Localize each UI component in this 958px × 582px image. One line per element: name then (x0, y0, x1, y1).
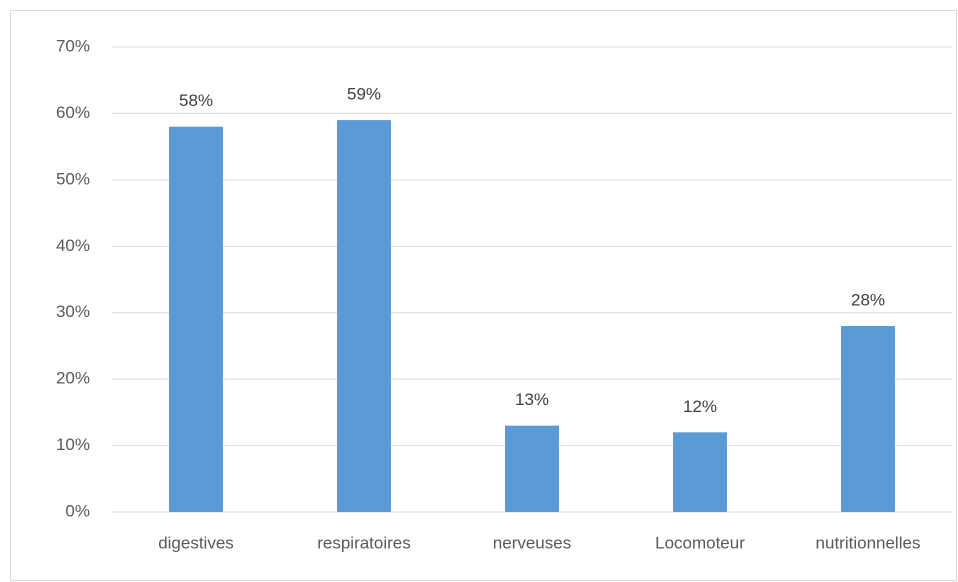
x-tick-label: nutritionnelles (816, 533, 921, 552)
data-label: 58% (179, 91, 213, 110)
bar (673, 432, 727, 512)
y-tick-label: 0% (65, 501, 90, 520)
bar (337, 120, 391, 513)
data-label: 12% (683, 397, 717, 416)
y-tick-label: 30% (56, 302, 90, 321)
x-tick-label: digestives (158, 533, 234, 552)
data-label: 28% (851, 290, 885, 309)
x-tick-label: respiratoires (317, 533, 411, 552)
y-tick-label: 60% (56, 103, 90, 122)
y-tick-label: 50% (56, 169, 90, 188)
y-tick-label: 20% (56, 369, 90, 388)
bar (505, 425, 559, 512)
y-tick-label: 70% (56, 36, 90, 55)
x-tick-label: nerveuses (493, 533, 571, 552)
bar (169, 126, 223, 512)
data-label: 59% (347, 85, 381, 104)
data-label: 13% (515, 390, 549, 409)
y-tick-label: 10% (56, 435, 90, 454)
bar (841, 326, 895, 512)
x-tick-label: Locomoteur (655, 533, 745, 552)
y-tick-label: 40% (56, 236, 90, 255)
chart-border (10, 10, 957, 581)
